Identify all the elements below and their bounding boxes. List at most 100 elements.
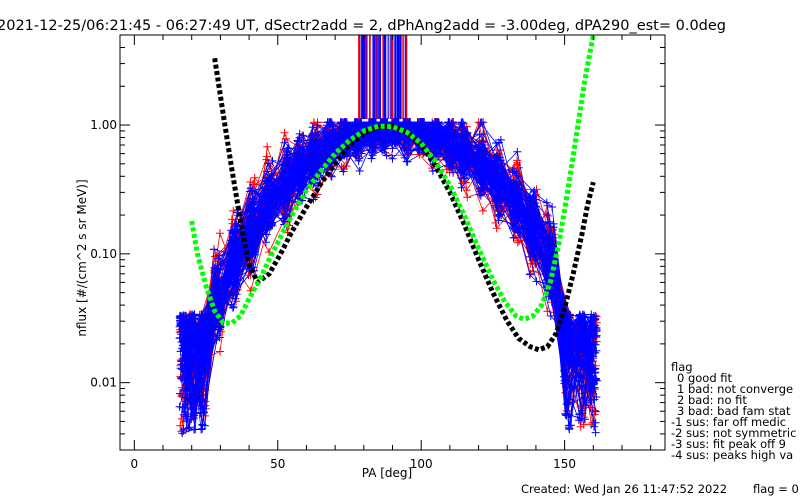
plus-marker [530, 255, 539, 264]
legend-item: -2 sus: not symmetric [671, 426, 796, 440]
plus-marker [244, 271, 253, 280]
plus-marker [494, 138, 503, 147]
obs-markers [181, 118, 598, 431]
x-tick-label: 150 [553, 457, 576, 471]
plus-marker [447, 133, 456, 142]
plus-marker [280, 128, 289, 137]
plus-marker [178, 373, 187, 382]
plus-marker [431, 145, 440, 154]
plus-marker [399, 143, 408, 152]
plus-marker [308, 123, 317, 132]
plus-marker [460, 174, 469, 183]
plus-marker [495, 163, 504, 171]
plus-marker [463, 193, 472, 202]
observation-traces [175, 35, 601, 438]
plus-marker [444, 130, 452, 138]
plus-marker [588, 387, 597, 396]
plus-marker [353, 140, 362, 149]
obs-markers [177, 120, 600, 413]
plus-marker [268, 182, 276, 190]
plus-marker [176, 421, 185, 430]
plus-marker [457, 118, 466, 127]
plus-marker [491, 193, 500, 202]
plus-marker [177, 338, 186, 347]
plus-marker [394, 135, 403, 144]
x-tick-label: 50 [270, 457, 285, 471]
plus-marker [388, 144, 397, 153]
plus-marker [262, 215, 270, 224]
plus-marker [248, 186, 257, 195]
plus-marker [414, 128, 423, 137]
plus-marker [279, 169, 288, 178]
plus-marker [592, 393, 601, 401]
plus-marker [399, 133, 408, 142]
plus-marker [591, 332, 600, 341]
plus-marker [478, 206, 487, 215]
plus-marker [196, 374, 205, 383]
plus-marker [342, 152, 351, 161]
legend-item: -3 sus: fit peak off 9 [671, 437, 786, 451]
plus-marker [542, 198, 551, 207]
plus-marker [513, 147, 522, 156]
plus-marker [457, 120, 466, 129]
plus-marker [352, 151, 361, 160]
plus-marker [262, 225, 271, 234]
fit-curves [189, 35, 596, 353]
obs-trace [179, 121, 593, 414]
plus-marker [250, 173, 259, 182]
plus-marker [530, 223, 539, 232]
plus-marker [530, 211, 539, 220]
plus-marker [214, 295, 223, 304]
plus-marker [445, 149, 454, 158]
plus-marker [513, 238, 522, 247]
plus-marker [402, 157, 411, 166]
plus-marker [299, 131, 308, 140]
plus-marker [530, 202, 539, 211]
plus-marker [322, 140, 330, 149]
plus-marker [231, 258, 240, 267]
plus-marker [293, 149, 302, 158]
plus-marker [215, 229, 224, 238]
plus-marker [559, 325, 568, 334]
plus-marker [351, 145, 360, 154]
fit-curve-black [212, 57, 596, 353]
plus-marker [190, 425, 199, 434]
plus-marker [247, 214, 256, 223]
plus-marker [433, 138, 442, 147]
plus-marker [400, 139, 409, 148]
plus-marker [293, 177, 302, 185]
plus-marker [542, 229, 551, 238]
plus-marker [313, 121, 322, 130]
plus-marker [378, 146, 387, 155]
plus-marker [403, 118, 412, 127]
plus-marker [511, 179, 520, 188]
plus-marker [227, 265, 236, 274]
plus-marker [263, 173, 272, 182]
plus-marker [177, 320, 185, 329]
plus-marker [458, 139, 467, 148]
legend-item: 3 bad: bad fam stat [677, 404, 791, 418]
plus-marker [326, 118, 335, 127]
plus-marker [313, 158, 322, 167]
plus-marker [580, 393, 589, 402]
plus-marker [496, 184, 505, 193]
plus-marker [216, 347, 224, 356]
plus-marker [196, 352, 205, 361]
plus-marker [197, 320, 206, 329]
plus-marker [495, 181, 503, 190]
plus-marker [232, 243, 241, 252]
obs-markers [178, 118, 596, 386]
flag-status: flag = 0 [753, 482, 799, 496]
plus-marker [227, 300, 236, 309]
plus-marker [561, 410, 570, 419]
plus-marker [200, 361, 209, 370]
plus-marker [496, 156, 505, 165]
plus-marker [261, 238, 270, 247]
plus-marker [187, 404, 196, 413]
plus-marker [342, 121, 351, 130]
plus-marker [262, 193, 270, 202]
plus-marker [294, 163, 303, 172]
plus-marker [509, 219, 518, 228]
plus-marker [328, 125, 337, 134]
